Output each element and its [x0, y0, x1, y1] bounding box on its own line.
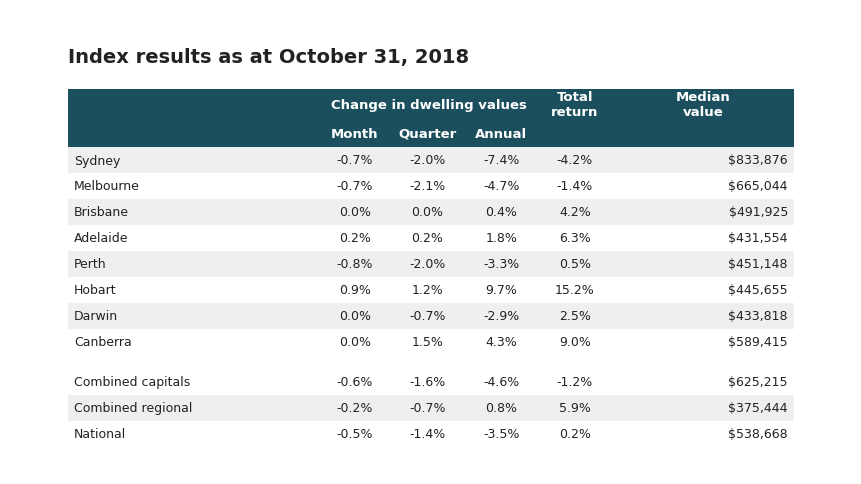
- Bar: [68, 277, 793, 303]
- Text: Median
value: Median value: [675, 91, 729, 119]
- Text: $625,215: $625,215: [728, 376, 787, 389]
- Text: 0.0%: 0.0%: [338, 206, 370, 219]
- Text: -3.5%: -3.5%: [483, 428, 519, 440]
- Text: -4.6%: -4.6%: [483, 376, 519, 389]
- Bar: [68, 329, 793, 355]
- Bar: [68, 252, 793, 277]
- Text: -1.4%: -1.4%: [556, 180, 592, 193]
- Text: -1.4%: -1.4%: [409, 428, 445, 440]
- Text: -0.2%: -0.2%: [337, 402, 373, 415]
- Text: $431,554: $431,554: [728, 232, 787, 245]
- Text: Adelaide: Adelaide: [74, 232, 128, 245]
- Text: $451,148: $451,148: [728, 258, 787, 271]
- Text: 2.5%: 2.5%: [559, 310, 591, 323]
- Text: Brisbane: Brisbane: [74, 206, 129, 219]
- Text: Melbourne: Melbourne: [74, 180, 139, 193]
- Text: $589,415: $589,415: [728, 336, 787, 349]
- Text: 4.3%: 4.3%: [485, 336, 517, 349]
- Text: Darwin: Darwin: [74, 310, 118, 323]
- Text: 1.8%: 1.8%: [485, 232, 517, 245]
- Bar: [68, 199, 793, 226]
- Bar: [68, 395, 793, 421]
- Text: -0.7%: -0.7%: [337, 180, 373, 193]
- Text: -0.6%: -0.6%: [337, 376, 373, 389]
- Text: Canberra: Canberra: [74, 336, 132, 349]
- Text: Total
return: Total return: [551, 91, 598, 119]
- Text: -3.3%: -3.3%: [483, 258, 519, 271]
- Text: -2.0%: -2.0%: [409, 154, 445, 167]
- Text: -2.0%: -2.0%: [409, 258, 445, 271]
- Text: 4.2%: 4.2%: [559, 206, 590, 219]
- Text: 0.0%: 0.0%: [411, 206, 443, 219]
- Text: Combined capitals: Combined capitals: [74, 376, 190, 389]
- Text: $491,925: $491,925: [728, 206, 787, 219]
- Text: 6.3%: 6.3%: [559, 232, 590, 245]
- Text: 1.2%: 1.2%: [412, 284, 443, 297]
- Text: National: National: [74, 428, 126, 440]
- Text: $538,668: $538,668: [728, 428, 787, 440]
- Text: -0.7%: -0.7%: [409, 402, 445, 415]
- Text: 0.0%: 0.0%: [338, 336, 370, 349]
- Text: -0.8%: -0.8%: [337, 258, 373, 271]
- Bar: [68, 148, 793, 174]
- Text: Perth: Perth: [74, 258, 107, 271]
- Text: 0.2%: 0.2%: [338, 232, 370, 245]
- Text: 5.9%: 5.9%: [559, 402, 591, 415]
- Text: $445,655: $445,655: [728, 284, 787, 297]
- Text: Change in dwelling values: Change in dwelling values: [331, 98, 526, 111]
- Bar: [68, 421, 793, 447]
- Text: $375,444: $375,444: [728, 402, 787, 415]
- Text: 9.7%: 9.7%: [485, 284, 517, 297]
- Text: Hobart: Hobart: [74, 284, 116, 297]
- Text: $665,044: $665,044: [728, 180, 787, 193]
- Text: -0.7%: -0.7%: [337, 154, 373, 167]
- Text: -1.2%: -1.2%: [556, 376, 592, 389]
- Text: 1.5%: 1.5%: [411, 336, 443, 349]
- Text: Sydney: Sydney: [74, 154, 121, 167]
- Bar: [68, 303, 793, 329]
- Text: 0.2%: 0.2%: [559, 428, 591, 440]
- Text: 0.4%: 0.4%: [485, 206, 517, 219]
- Text: $433,818: $433,818: [728, 310, 787, 323]
- Text: -4.7%: -4.7%: [483, 180, 519, 193]
- Bar: [68, 226, 793, 252]
- Text: -0.7%: -0.7%: [409, 310, 445, 323]
- Text: -2.9%: -2.9%: [483, 310, 519, 323]
- Bar: [68, 90, 793, 120]
- Text: Month: Month: [331, 127, 378, 140]
- Text: 9.0%: 9.0%: [559, 336, 591, 349]
- Text: $833,876: $833,876: [728, 154, 787, 167]
- Text: 0.0%: 0.0%: [338, 310, 370, 323]
- Text: Combined regional: Combined regional: [74, 402, 192, 415]
- Text: -7.4%: -7.4%: [483, 154, 519, 167]
- Text: Annual: Annual: [475, 127, 527, 140]
- Text: Index results as at October 31, 2018: Index results as at October 31, 2018: [68, 47, 468, 66]
- Bar: [68, 369, 793, 395]
- Bar: [68, 120, 793, 148]
- Text: -0.5%: -0.5%: [337, 428, 373, 440]
- Bar: [68, 174, 793, 199]
- Text: 0.8%: 0.8%: [485, 402, 517, 415]
- Text: 0.2%: 0.2%: [411, 232, 443, 245]
- Text: 0.5%: 0.5%: [558, 258, 591, 271]
- Text: 0.9%: 0.9%: [338, 284, 370, 297]
- Text: -4.2%: -4.2%: [556, 154, 592, 167]
- Text: 15.2%: 15.2%: [554, 284, 594, 297]
- Text: Quarter: Quarter: [398, 127, 456, 140]
- Text: -1.6%: -1.6%: [409, 376, 445, 389]
- Text: -2.1%: -2.1%: [409, 180, 445, 193]
